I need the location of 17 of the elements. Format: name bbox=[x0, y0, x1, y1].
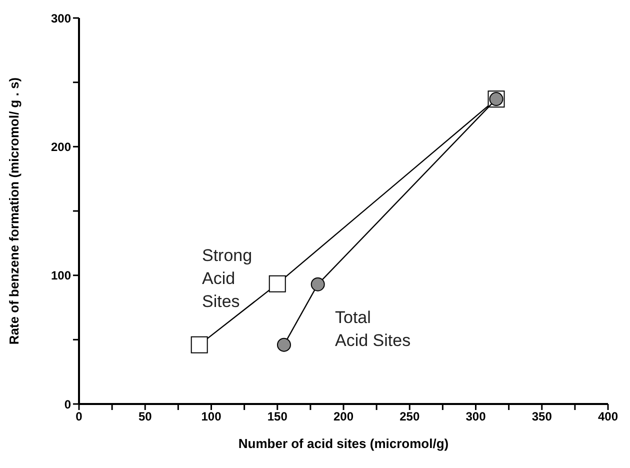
x-tick-label: 150 bbox=[267, 410, 288, 424]
x-tick-label: 400 bbox=[598, 410, 618, 424]
y-tick-label: 200 bbox=[50, 140, 72, 154]
x-tick-label: 100 bbox=[201, 410, 222, 424]
annotation: Total Acid Sites bbox=[335, 307, 411, 352]
x-tick-label: 300 bbox=[466, 410, 486, 424]
y-tick-label: 300 bbox=[50, 11, 72, 26]
x-tick-label: 50 bbox=[138, 410, 152, 424]
y-tick-label: 100 bbox=[50, 268, 72, 283]
y-tick-label: 0 bbox=[64, 397, 72, 412]
annotation: Strong Acid Sites bbox=[202, 245, 252, 313]
x-tick-label: 250 bbox=[400, 410, 420, 424]
x-tick-label: 0 bbox=[76, 410, 83, 424]
y-axis-title: Rate of benzene formation (micromol/ g . s) bbox=[6, 77, 22, 345]
x-axis-title: Number of acid sites (micromol/g) bbox=[238, 436, 449, 451]
x-tick-label: 350 bbox=[532, 410, 552, 424]
x-tick-label: 200 bbox=[333, 410, 354, 424]
